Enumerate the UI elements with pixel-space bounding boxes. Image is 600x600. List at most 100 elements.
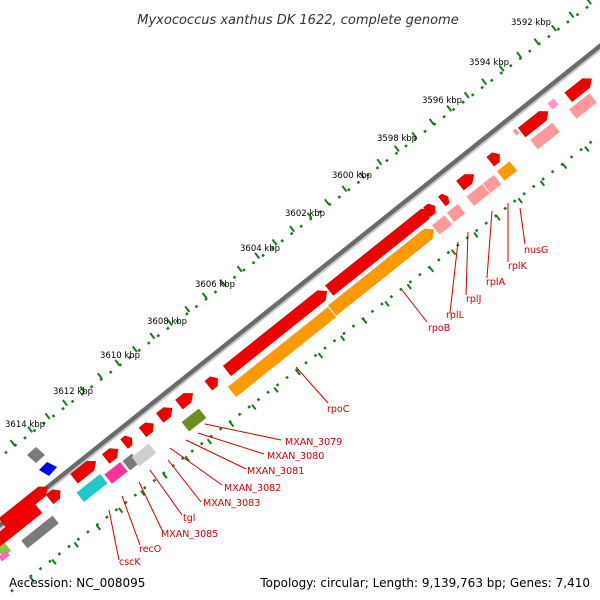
gene-feature-shape	[204, 376, 218, 391]
gene-feature	[0, 503, 43, 551]
scale-dot	[185, 312, 189, 316]
scale-dot	[223, 282, 227, 287]
label-leader	[519, 207, 526, 245]
gene-feature	[138, 422, 154, 438]
kbp-label: 3594 kbp	[469, 58, 509, 68]
gene-feature	[0, 550, 10, 562]
gene-rplK-shape	[482, 174, 502, 194]
gene-cscK-shape	[76, 473, 108, 503]
scale-dot	[213, 290, 218, 294]
label-leader	[486, 210, 493, 279]
major-tick	[324, 198, 330, 206]
scale-dot	[585, 5, 589, 10]
gene-label: MXAN_3085	[161, 529, 218, 540]
gene-rplJ-shape	[446, 203, 466, 223]
scale-dot	[51, 414, 56, 418]
scale-dot	[242, 268, 246, 272]
gene-label: nusG	[524, 245, 548, 256]
gene-recO-shape	[104, 462, 128, 484]
label-leader	[138, 481, 163, 531]
scale-dot	[375, 166, 380, 170]
inner-scale-dot	[10, 588, 14, 593]
major-tick	[358, 171, 365, 179]
inner-scale-dot	[332, 338, 337, 343]
scale-dot	[261, 253, 265, 258]
scale-dot	[251, 260, 256, 265]
gene-feature	[21, 515, 59, 549]
kbp-label: 3592 kbp	[511, 18, 551, 28]
inner-scale-dot	[503, 206, 508, 211]
inner-scale-dot	[550, 169, 555, 174]
gene-recO	[104, 462, 128, 484]
rna-feature-shape	[547, 98, 559, 110]
gene-feature	[0, 486, 48, 529]
major-tick	[551, 24, 557, 32]
inner-scale-dot	[133, 493, 138, 497]
scale-dot	[299, 224, 303, 229]
scale-dot	[489, 78, 494, 83]
gene-label: MXAN_3080	[267, 451, 324, 462]
gene-label: MXAN_3079	[285, 437, 342, 448]
gene-rpoC	[227, 306, 337, 398]
scale-dot	[61, 406, 65, 411]
scale-dot	[166, 326, 170, 331]
scale-dot	[404, 144, 408, 148]
topology-text: Topology: circular; Length: 9,139,763 bp…	[260, 576, 590, 590]
inner-scale-dot	[19, 581, 24, 586]
major-tick	[201, 292, 208, 300]
label-leader	[197, 432, 265, 455]
inner-scale-dot	[427, 265, 432, 270]
gene-feature-shape	[0, 486, 48, 529]
gene-feature-shape	[138, 422, 154, 438]
inner-scale-dot	[399, 287, 403, 292]
inner-major-tick	[73, 541, 79, 548]
inner-scale-dot	[48, 559, 52, 564]
inner-scale-dot	[408, 280, 413, 284]
inner-major-tick	[229, 421, 235, 428]
inner-scale-dot	[484, 221, 489, 225]
inner-major-tick	[473, 232, 479, 239]
gene-MXAN_3079-shape	[181, 408, 207, 432]
inner-major-tick	[340, 335, 346, 342]
kbp-label: 3600 kbp	[332, 171, 372, 181]
major-tick	[27, 426, 34, 433]
scale-dot	[347, 187, 351, 192]
gene-rplL-shape	[432, 215, 452, 235]
inner-major-tick	[406, 283, 412, 290]
inner-major-tick	[451, 249, 457, 256]
inner-scale-dot	[67, 544, 71, 549]
gene-label: rplA	[486, 277, 506, 288]
gene-feature	[119, 435, 133, 450]
major-tick	[498, 64, 505, 72]
scale-dot	[528, 49, 532, 53]
major-tick	[219, 278, 226, 286]
gene-feature-shape	[455, 173, 475, 191]
major-tick	[376, 158, 383, 166]
gene-tgl	[131, 443, 157, 467]
inner-major-tick	[184, 455, 190, 462]
backbone-layer	[0, 43, 600, 531]
inner-major-tick	[495, 214, 501, 221]
major-tick	[131, 345, 138, 353]
inner-major-tick	[29, 576, 35, 583]
inner-major-tick	[95, 524, 102, 531]
scale-dot	[318, 209, 323, 214]
gene-label: rplL	[446, 310, 465, 321]
inner-scale-dot	[29, 574, 33, 578]
label-leader	[295, 366, 329, 404]
gene-feature	[517, 110, 549, 138]
major-tick	[341, 185, 348, 193]
inner-scale-dot	[266, 390, 270, 395]
gene-label: MXAN_3083	[203, 498, 260, 509]
scale-dot	[366, 173, 370, 177]
scale-dot	[80, 392, 84, 396]
inner-scale-dot	[76, 537, 81, 542]
inner-scale-dot	[152, 478, 157, 483]
inner-scale-dot	[579, 147, 583, 152]
major-tick	[393, 145, 400, 152]
gene-rpoB	[327, 228, 435, 316]
gene-feature-shape	[422, 203, 436, 218]
inner-scale-dot	[124, 500, 128, 505]
inner-scale-dot	[38, 566, 43, 571]
gene-feature-shape	[45, 489, 61, 505]
